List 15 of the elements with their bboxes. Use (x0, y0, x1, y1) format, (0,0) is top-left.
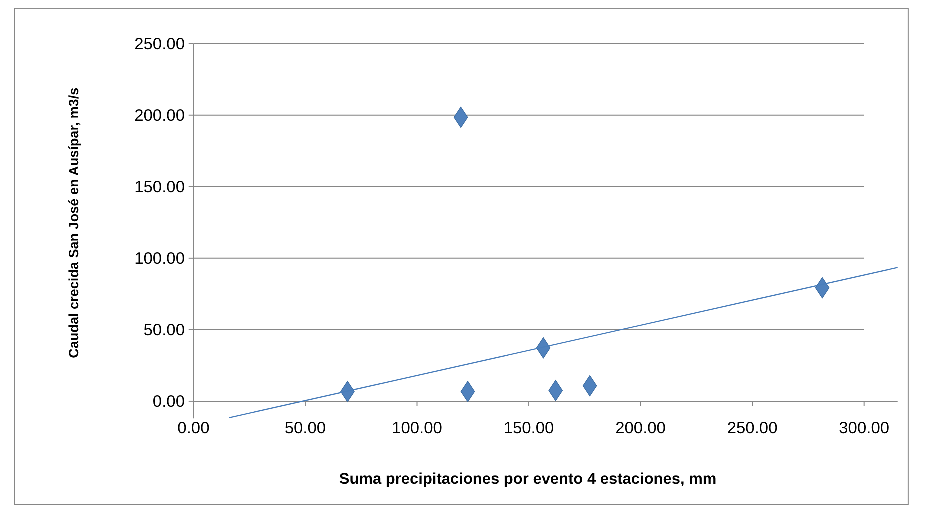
y-tick-label: 200.00 (134, 107, 185, 126)
y-tick-label: 250.00 (134, 36, 185, 54)
x-tick-label: 250.00 (727, 419, 778, 438)
x-axis-title: Suma precipitaciones por evento 4 estaciones, mm (339, 470, 717, 488)
x-tick-label: 100.00 (392, 419, 442, 438)
y-tick-label: 50.00 (144, 322, 185, 340)
x-tick-label: 50.00 (284, 419, 326, 438)
x-tick-label: 150.00 (504, 419, 554, 438)
y-tick-label: 100.00 (134, 250, 185, 268)
y-axis-title: Caudal crecida San José en Ausípar, m3/s (66, 88, 82, 358)
y-tick-label: 150.00 (134, 178, 185, 197)
x-tick-label: 300.00 (839, 419, 890, 438)
x-tick-label: 0.00 (178, 419, 210, 438)
y-tick-label: 0.00 (152, 393, 185, 412)
x-tick-label: 200.00 (616, 419, 666, 438)
